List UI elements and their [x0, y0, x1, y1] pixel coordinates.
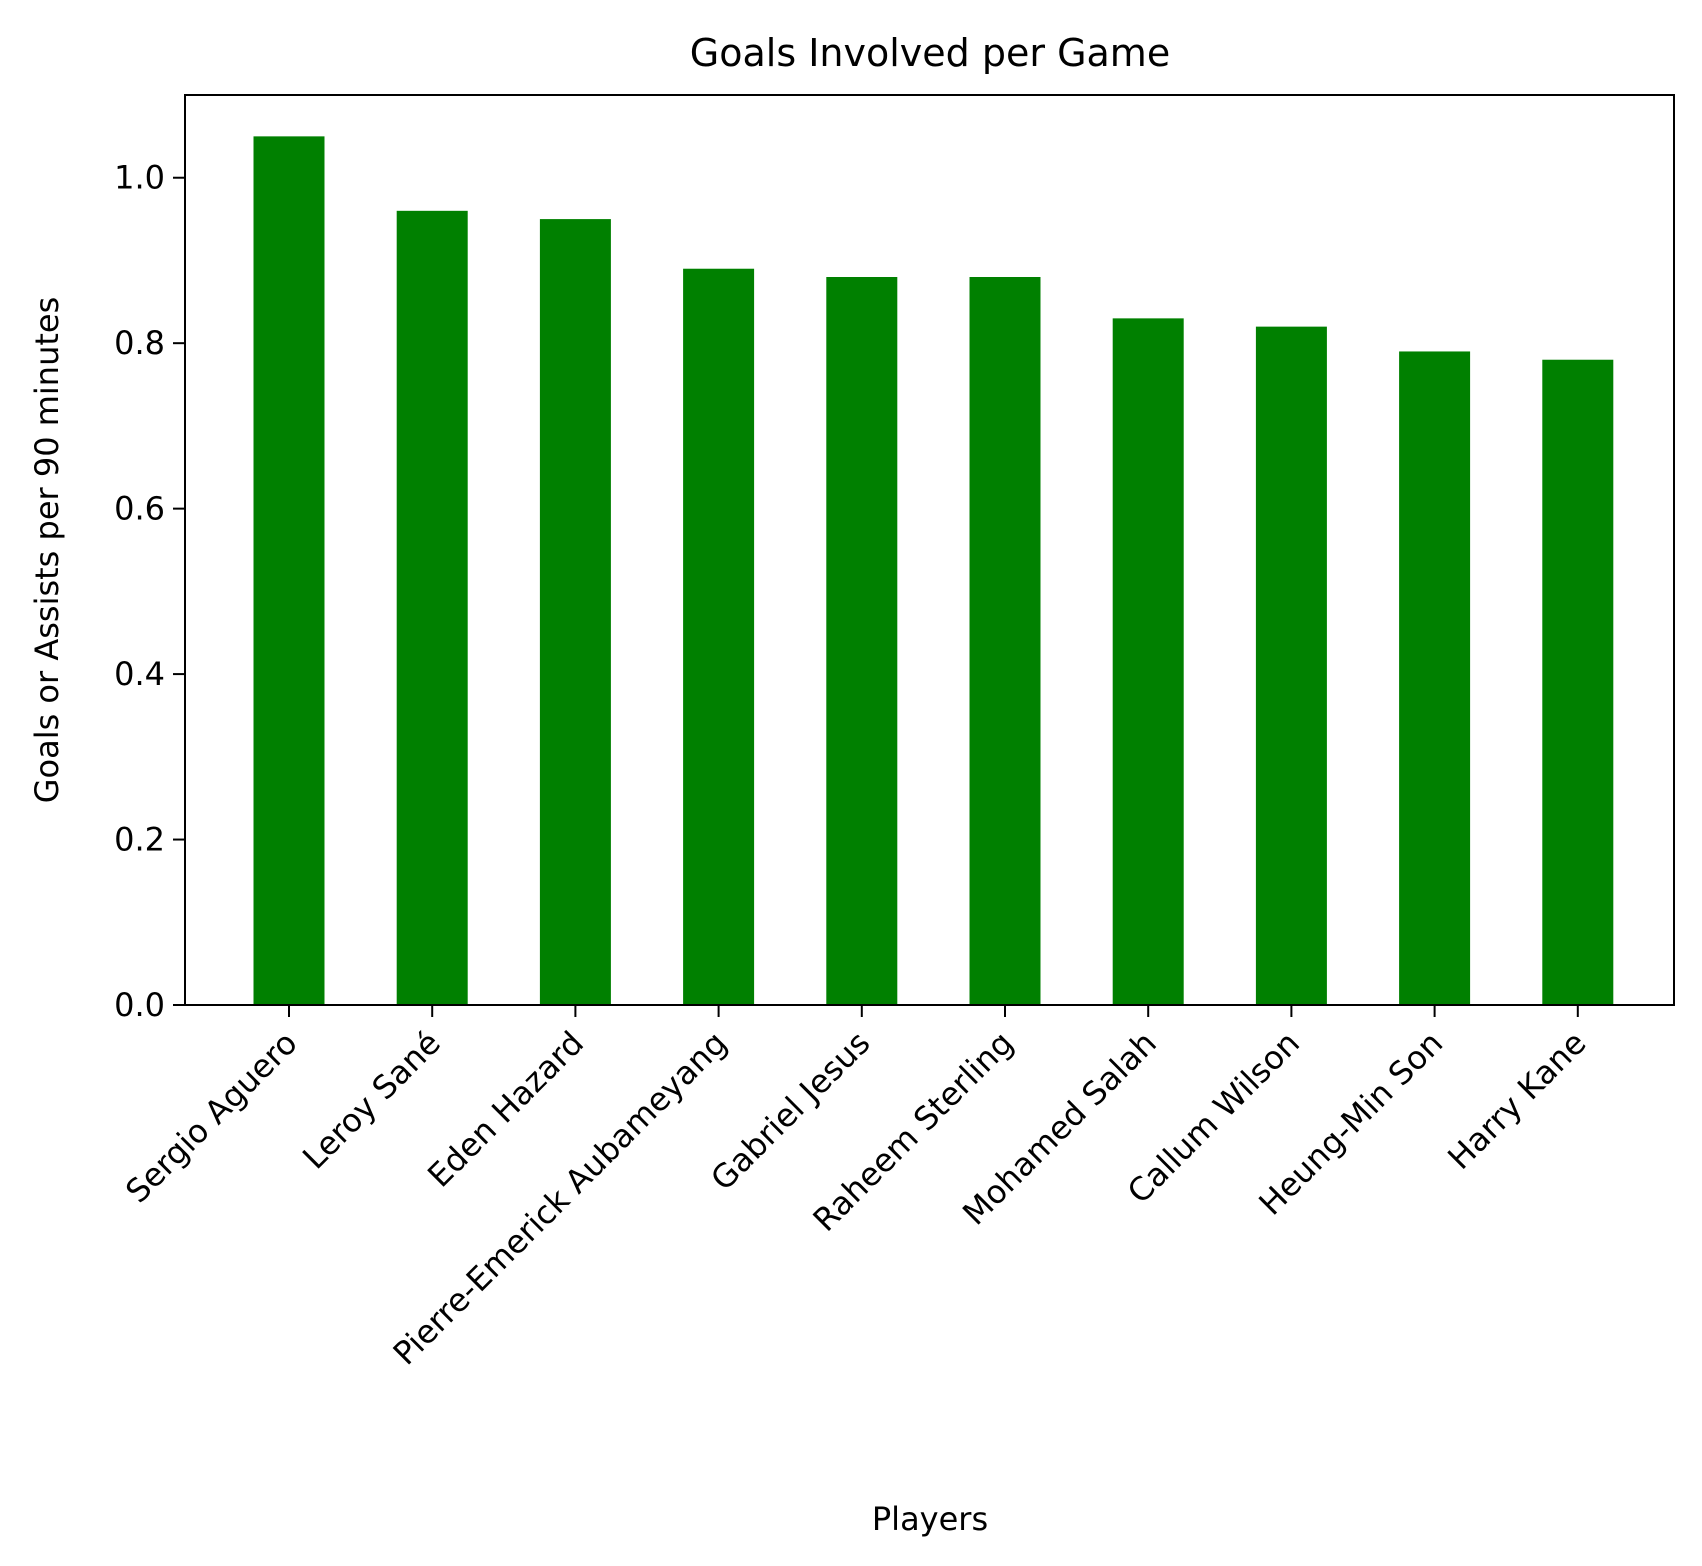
bar — [253, 136, 325, 1005]
bar — [826, 277, 898, 1005]
y-tick-label: 0.8 — [114, 324, 165, 362]
bar — [1542, 359, 1614, 1005]
x-tick-label: Harry Kane — [1440, 1024, 1593, 1177]
bar — [1255, 326, 1327, 1005]
bar — [539, 219, 611, 1005]
bar — [396, 210, 468, 1005]
bars-group — [253, 136, 1614, 1005]
bar — [683, 268, 755, 1005]
plot-frame — [184, 94, 1675, 1006]
bar — [1112, 318, 1184, 1005]
bar — [969, 277, 1041, 1005]
y-tick-label: 0.4 — [114, 655, 165, 693]
y-axis-label: Goals or Assists per 90 minutes — [28, 297, 66, 804]
chart-title: Goals Involved per Game — [690, 31, 1170, 75]
bar — [1399, 351, 1471, 1005]
y-axis: 0.0 0.2 0.4 0.6 0.8 1.0 — [114, 159, 185, 1024]
x-tick-label: Sergio Aguero — [118, 1024, 304, 1210]
x-tick-label: Leroy Sané — [295, 1024, 448, 1177]
y-tick-label: 0.6 — [114, 490, 165, 528]
y-tick-label: 0.0 — [114, 986, 165, 1024]
x-axis-label: Players — [872, 1500, 988, 1538]
y-tick-label: 0.2 — [114, 821, 165, 859]
y-tick-label: 1.0 — [114, 159, 165, 197]
